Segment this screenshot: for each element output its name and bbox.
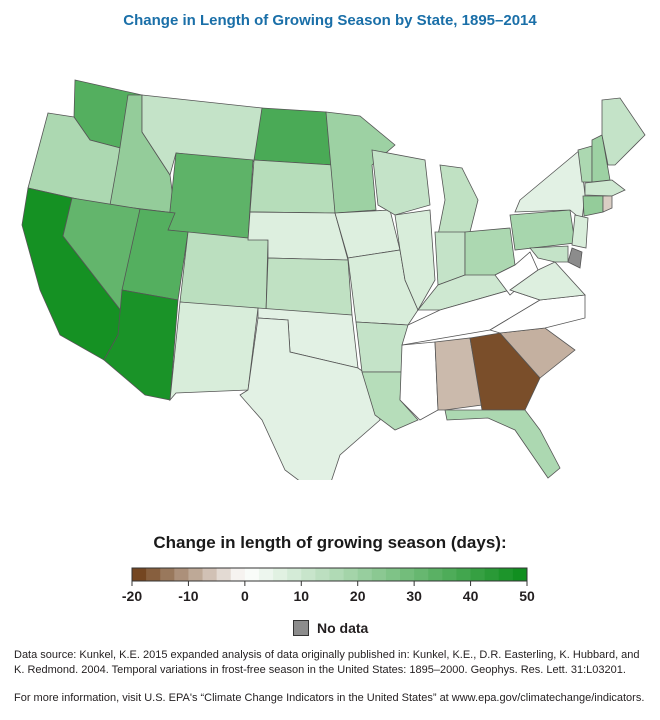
colorbar-bin <box>512 568 528 581</box>
colorbar-bin <box>244 568 260 581</box>
colorbar-bin <box>470 568 486 581</box>
state-WY[interactable] <box>167 152 254 241</box>
state-TX[interactable] <box>239 317 381 480</box>
state-FL[interactable] <box>444 409 561 479</box>
colorbar-tick-label: -10 <box>178 588 198 604</box>
colorbar-bin <box>371 568 387 581</box>
colorbar-tick-label: 10 <box>293 588 309 604</box>
no-data-swatch <box>293 620 309 636</box>
colorbar-bin <box>442 568 457 581</box>
state-MS[interactable] <box>399 341 439 421</box>
colorbar-bin <box>498 568 514 581</box>
colorbar-bin <box>273 568 288 581</box>
more-info-note: For more information, visit U.S. EPA's “… <box>14 692 645 704</box>
state-NJ[interactable] <box>571 214 589 249</box>
legend-colorbar: -20 -10 0 10 20 30 40 50 <box>122 567 535 604</box>
state-ND[interactable] <box>253 107 334 166</box>
colorbar-bin <box>258 568 274 581</box>
state-GA[interactable] <box>469 332 541 411</box>
state-NY[interactable] <box>514 149 586 221</box>
colorbar-bin <box>287 568 302 581</box>
colorbar-bin <box>357 568 373 581</box>
colorbar-bin <box>456 568 472 581</box>
colorbar-tick-label: 0 <box>241 588 249 604</box>
state-DE[interactable] <box>567 247 583 269</box>
colorbar-bin <box>202 568 218 581</box>
colorbar-bin <box>400 568 415 581</box>
us-state-map <box>21 79 646 480</box>
state-MD[interactable] <box>529 245 569 263</box>
no-data-legend: No data <box>293 620 368 636</box>
colorbar-bin <box>315 568 330 581</box>
colorbar-bin <box>484 568 500 581</box>
state-AL[interactable] <box>434 337 483 411</box>
state-WI[interactable] <box>371 149 431 216</box>
colorbar-bin <box>329 568 345 581</box>
state-OH[interactable] <box>464 227 516 276</box>
state-VA[interactable] <box>509 261 586 301</box>
state-MA[interactable] <box>584 179 626 197</box>
no-data-label: No data <box>317 620 369 636</box>
state-NM[interactable] <box>169 301 259 402</box>
map-title: Change in Length of Growing Season by St… <box>123 12 537 29</box>
state-AR[interactable] <box>355 321 409 373</box>
colorbar-bin <box>174 568 189 581</box>
state-WV[interactable] <box>494 251 539 296</box>
state-KS[interactable] <box>265 257 353 316</box>
colorbar-bin <box>146 568 161 581</box>
state-ME[interactable] <box>601 97 646 166</box>
colorbar-bin <box>160 568 175 581</box>
colorbar-bin <box>343 568 359 581</box>
colorbar-bin <box>385 568 401 581</box>
states-layer <box>21 79 646 480</box>
colorbar-border <box>131 567 528 582</box>
colorbar-tick-label: 40 <box>463 588 479 604</box>
state-RI[interactable] <box>602 195 613 213</box>
colorbar-bin <box>428 568 443 581</box>
data-source-note: Data source: Kunkel, K.E. 2015 expanded … <box>14 649 640 676</box>
colorbar-bin <box>230 568 246 581</box>
colorbar-tick-label: 20 <box>350 588 366 604</box>
colorbar-tick-label: -20 <box>122 588 142 604</box>
state-CT[interactable] <box>582 195 604 217</box>
legend-title: Change in length of growing season (days… <box>153 533 507 552</box>
state-CO[interactable] <box>179 231 269 313</box>
colorbar-bin <box>301 568 316 581</box>
colorbar-tick-label: 30 <box>406 588 422 604</box>
colorbar-bin <box>188 568 204 581</box>
state-SD[interactable] <box>249 159 336 214</box>
state-MI[interactable] <box>437 164 479 236</box>
colorbar-bin <box>414 568 429 581</box>
state-AZ[interactable] <box>103 289 179 401</box>
colorbar-tick-label: 50 <box>519 588 535 604</box>
state-PA[interactable] <box>509 209 576 251</box>
colorbar-bin <box>132 568 147 581</box>
colorbar-bin <box>216 568 232 581</box>
